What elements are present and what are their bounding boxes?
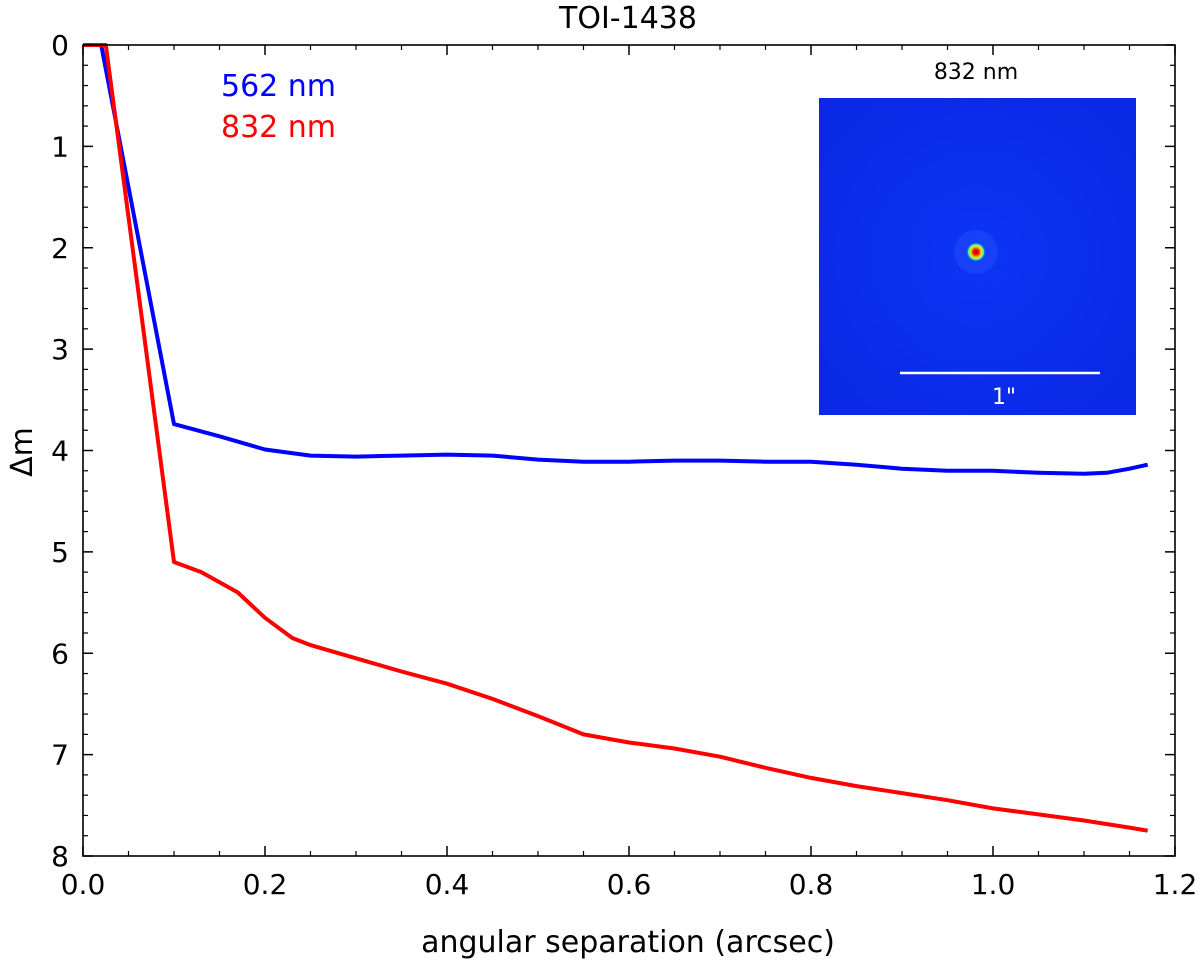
x-tick-label: 0.0 [61,868,106,901]
inset-image: 832 nm 1" [819,60,1136,415]
inset-title: 832 nm [934,60,1018,85]
y-tick-label: 8 [51,840,69,873]
x-tick-label: 0.4 [425,868,470,901]
y-tick-label: 5 [51,536,69,569]
y-tick-label: 0 [51,29,69,62]
legend-entry-562nm: 562 nm [221,69,336,104]
x-tick-label: 1.2 [1153,868,1198,901]
x-tick-label: 0.2 [243,868,288,901]
y-tick-label: 2 [51,232,69,265]
y-axis-label: Δm [5,427,40,477]
series-layer [83,43,1149,833]
chart-title: TOI-1438 [558,1,697,36]
inset-psf-core [966,242,986,262]
series-line-562nm [83,43,1149,476]
ticks-layer: 0.0 0.2 0.4 0.6 0.8 1.0 1.2 0 1 2 3 4 5 6 7 8 [51,29,1197,901]
x-axis-label: angular separation (arcsec) [421,925,835,960]
y-tick-label: 4 [51,435,69,468]
inset-scale-bar-label: 1" [992,385,1016,410]
y-tick-label: 7 [51,739,69,772]
legend-entry-832nm: 832 nm [221,110,336,145]
x-tick-label: 0.8 [789,868,834,901]
y-tick-label: 6 [51,637,69,670]
series-line-832nm [83,43,1149,833]
y-tick-label: 3 [51,333,69,366]
x-tick-label: 1.0 [971,868,1016,901]
y-tick-label: 1 [51,130,69,163]
x-tick-label: 0.6 [607,868,652,901]
